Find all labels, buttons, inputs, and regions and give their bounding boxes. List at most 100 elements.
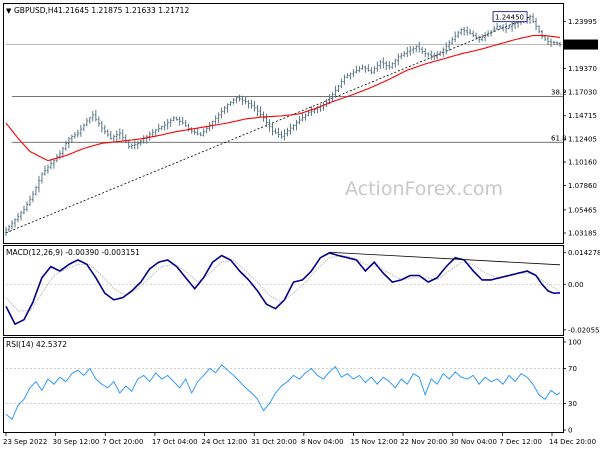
price-bar	[79, 124, 83, 137]
axes: 1.23995 1.21712 1.19370 1.17030 1.14715 1.124…	[3, 18, 600, 446]
price-bar	[486, 30, 490, 37]
price-bar	[91, 111, 95, 122]
price-bar	[501, 24, 505, 32]
price-bar	[256, 104, 259, 117]
price-bar	[49, 159, 53, 170]
rsi-axis-label: 0	[568, 427, 572, 435]
price-bar	[459, 28, 463, 36]
price-bar	[465, 26, 469, 36]
price-bar	[540, 29, 544, 39]
price-bar	[298, 116, 301, 125]
price-bar	[507, 24, 511, 30]
price-bar	[202, 128, 205, 137]
macd-axis-label: -0.020556	[568, 326, 600, 334]
price-bar	[220, 107, 223, 119]
price-axis-label: 1.10160	[568, 159, 597, 167]
price-bar	[352, 69, 355, 78]
price-bar	[343, 74, 346, 85]
price-bar	[468, 28, 472, 35]
price-bar	[388, 61, 391, 70]
price-bar	[391, 62, 394, 69]
time-axis-label: 30 Nov 04:00	[450, 438, 497, 446]
price-bar	[223, 105, 226, 114]
price-bar	[64, 140, 68, 151]
price-bar	[448, 40, 451, 51]
macd-label: MACD(12,26,9) -0.00390 -0.003151	[6, 248, 140, 257]
price-bar	[241, 95, 244, 105]
price-bar	[76, 129, 80, 138]
price-bar	[154, 128, 157, 137]
price-bar	[139, 139, 142, 146]
price-bar	[7, 224, 11, 232]
price-bar	[175, 116, 178, 121]
price-bar	[43, 165, 47, 176]
price-bar	[214, 115, 217, 126]
price-bar	[477, 35, 481, 43]
time-axis-label: 17 Oct 04:00	[152, 438, 198, 446]
price-bar	[385, 61, 388, 71]
price-bar	[133, 140, 136, 150]
price-bar	[304, 113, 307, 121]
price-bar	[474, 32, 478, 40]
price-bar	[100, 120, 104, 133]
price-bar	[46, 164, 50, 174]
price-bar	[528, 14, 532, 24]
price-bar	[118, 128, 121, 140]
price-bar	[543, 35, 547, 42]
price-bar	[310, 106, 313, 116]
price-bar	[229, 100, 232, 106]
price-bar	[103, 125, 107, 135]
time-axis-label: 22 Nov 20:00	[400, 438, 447, 446]
macd-trendline	[329, 251, 561, 266]
macd-panel-frame	[3, 245, 564, 336]
price-axis-label: 1.12405	[568, 136, 597, 144]
price-bar	[489, 30, 493, 37]
price-bar	[555, 41, 559, 46]
price-plot: 38.2 61.8 1.24450	[4, 11, 567, 237]
rsi-plot	[5, 364, 563, 421]
macd-line	[5, 252, 561, 326]
price-bar	[130, 143, 133, 150]
price-bar	[13, 218, 17, 228]
price-bar	[235, 96, 238, 104]
rsi-axis-label: 70	[568, 365, 577, 373]
price-bar	[295, 119, 298, 131]
price-bar	[409, 45, 412, 56]
price-bar	[253, 100, 256, 112]
price-bar	[379, 60, 382, 69]
price-bar	[19, 210, 23, 221]
price-bar	[184, 119, 187, 127]
price-bar	[531, 13, 535, 24]
price-bar	[504, 22, 508, 33]
time-axis-label: 23 Sep 2022	[3, 438, 47, 446]
time-axis-label: 24 Oct 12:00	[202, 438, 248, 446]
price-bar	[546, 36, 550, 45]
time-axis-label: 30 Sep 12:00	[53, 438, 100, 446]
price-bar	[112, 134, 116, 143]
price-bar	[424, 48, 427, 58]
price-bar	[193, 129, 196, 135]
price-bar	[265, 113, 268, 128]
price-bar	[427, 52, 430, 58]
price-bar	[349, 72, 352, 80]
price-bar	[456, 30, 460, 39]
price-bar	[337, 84, 340, 93]
time-axis-label: 7 Oct 20:00	[102, 438, 143, 446]
time-axis-label: 7 Dec 12:00	[499, 438, 542, 446]
price-bar	[52, 158, 56, 169]
price-bar	[301, 113, 304, 122]
price-bar	[292, 124, 295, 131]
price-bar	[250, 99, 253, 109]
header-arrow-icon: ▼	[6, 7, 12, 15]
price-bar	[376, 61, 379, 72]
price-bar	[145, 134, 148, 144]
price-bar	[394, 58, 397, 68]
price-bar	[403, 51, 406, 57]
price-bar	[373, 66, 376, 75]
macd-signal-line	[5, 254, 561, 312]
price-bar	[196, 128, 199, 136]
moving-average-line	[5, 34, 561, 162]
price-bar	[549, 38, 553, 47]
price-bar	[166, 118, 169, 130]
